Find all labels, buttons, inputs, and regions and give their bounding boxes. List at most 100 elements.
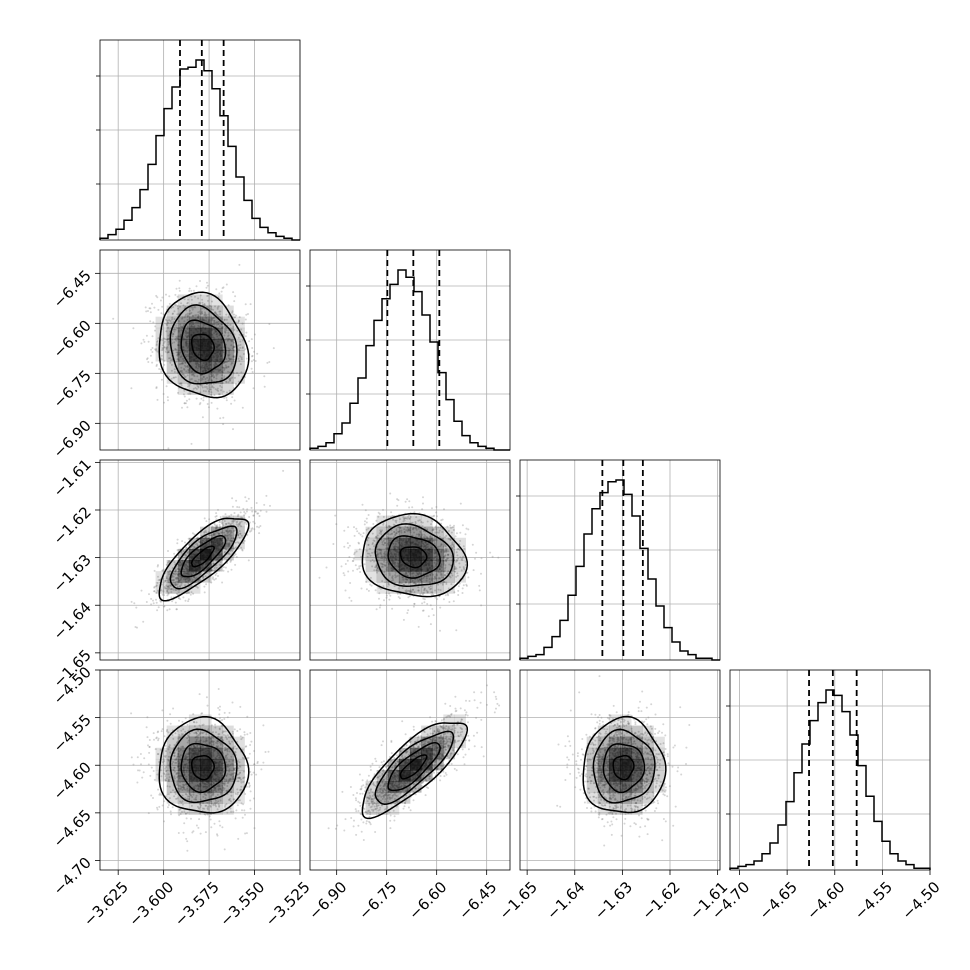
sample-point	[213, 320, 216, 322]
sample-point	[189, 378, 192, 381]
sample-point	[232, 345, 235, 348]
sample-point	[233, 350, 236, 353]
sample-point	[385, 526, 388, 529]
sample-point	[222, 524, 225, 527]
sample-point	[214, 802, 217, 805]
sample-point	[434, 589, 437, 592]
sample-point	[385, 596, 388, 599]
sample-point	[442, 598, 445, 601]
sample-point	[173, 775, 176, 778]
sample-point	[159, 299, 162, 302]
sample-point	[176, 354, 179, 356]
sample-point	[450, 583, 453, 586]
sample-point	[381, 565, 384, 568]
sample-point	[204, 575, 207, 578]
sample-point	[380, 555, 383, 558]
sample-point	[382, 515, 385, 518]
sample-point	[435, 506, 438, 508]
sample-point	[238, 349, 241, 352]
sample-point	[388, 525, 391, 528]
sample-point	[150, 348, 153, 351]
sample-point	[465, 527, 468, 530]
sample-point	[184, 553, 187, 556]
density-cell	[222, 515, 234, 528]
sample-point	[174, 570, 177, 573]
density-cell	[398, 548, 411, 561]
contour-3	[374, 523, 455, 587]
sample-point	[156, 753, 159, 756]
sample-point	[228, 778, 231, 781]
sample-point	[245, 832, 248, 835]
sample-point	[407, 596, 410, 599]
sample-point	[425, 575, 428, 578]
sample-point	[421, 609, 424, 612]
sample-point	[227, 354, 230, 357]
sample-point	[212, 562, 215, 565]
sample-point	[207, 728, 210, 731]
sample-point	[378, 532, 381, 535]
sample-point	[455, 559, 458, 562]
sample-point	[209, 383, 212, 386]
sample-point	[447, 537, 450, 540]
sample-point	[229, 377, 232, 380]
sample-point	[163, 401, 165, 404]
sample-point	[251, 527, 254, 530]
sample-point	[156, 565, 159, 568]
sample-point	[171, 806, 174, 809]
sample-point	[168, 302, 171, 305]
sample-point	[369, 554, 372, 557]
sample-point	[228, 553, 231, 556]
sample-point	[415, 583, 417, 585]
sample-point	[233, 328, 236, 331]
sample-point	[435, 574, 438, 577]
sample-point	[166, 322, 169, 325]
sample-point	[161, 358, 164, 361]
sample-point	[367, 536, 370, 539]
density-cell	[443, 537, 455, 550]
sample-point	[194, 379, 196, 382]
sample-point	[145, 726, 148, 729]
sample-point	[457, 594, 460, 596]
sample-point	[478, 589, 481, 592]
sample-point	[171, 318, 174, 321]
sample-point	[155, 585, 158, 588]
sample-point	[155, 344, 158, 347]
sample-point	[456, 548, 459, 551]
contour-4	[158, 517, 250, 602]
sample-point	[228, 779, 231, 782]
sample-point	[242, 507, 245, 510]
sample-point	[366, 555, 369, 558]
sample-point	[195, 732, 198, 735]
sample-point	[222, 770, 225, 773]
sample-point	[209, 373, 212, 376]
sample-point	[250, 360, 253, 363]
sample-point	[256, 512, 259, 515]
sample-point	[425, 579, 428, 582]
sample-point	[186, 406, 189, 409]
sample-point	[171, 333, 174, 336]
sample-point	[232, 291, 235, 294]
sample-point	[182, 783, 185, 786]
sample-point	[205, 314, 208, 316]
sample-point	[446, 593, 449, 596]
sample-point	[231, 497, 234, 500]
sample-point	[162, 590, 165, 593]
sample-point	[233, 512, 236, 514]
sample-point	[179, 586, 182, 588]
sample-point	[232, 346, 235, 348]
sample-point	[387, 583, 390, 586]
sample-point	[219, 516, 222, 518]
sample-point	[461, 557, 464, 559]
sample-point	[431, 507, 433, 510]
sample-point	[213, 567, 216, 569]
sample-point	[214, 388, 217, 391]
sample-point	[187, 368, 190, 371]
sample-point	[365, 517, 368, 520]
sample-point	[227, 552, 230, 555]
sample-point	[209, 376, 212, 378]
sample-point	[177, 755, 180, 758]
sample-point	[237, 380, 240, 383]
sample-point	[218, 292, 221, 295]
sample-point	[226, 738, 228, 740]
sample-point	[421, 525, 424, 527]
